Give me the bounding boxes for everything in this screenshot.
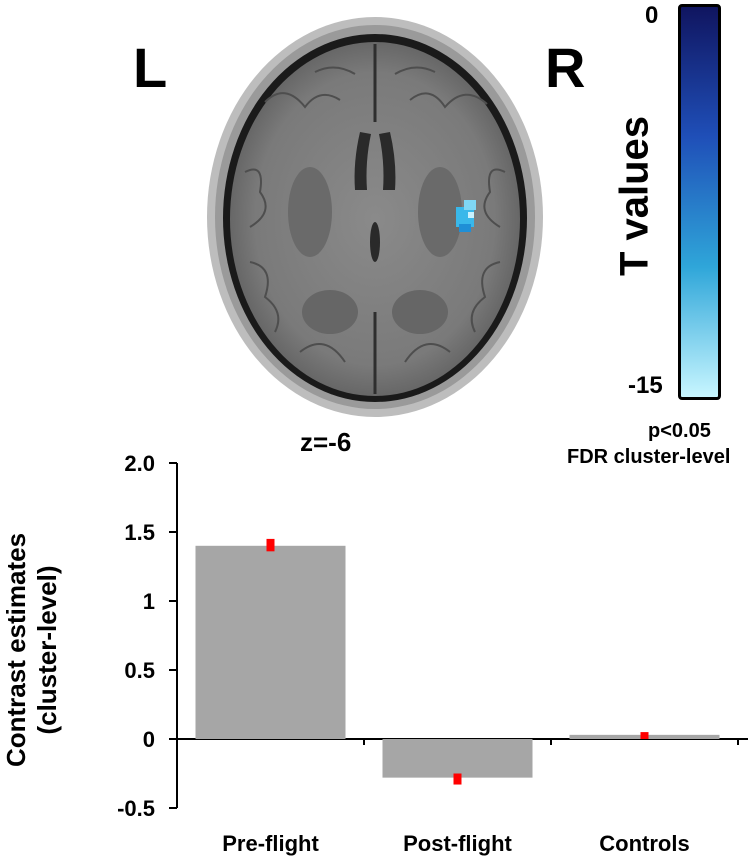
error-bar xyxy=(266,538,275,552)
brain-axial-slice xyxy=(205,12,545,427)
y-tick-label: 1.5 xyxy=(124,520,155,545)
category-label: Controls xyxy=(599,831,689,856)
right-hemisphere-label: R xyxy=(545,36,586,99)
slice-coordinate-label: z=-6 xyxy=(300,427,352,457)
colorbar xyxy=(678,4,721,400)
threshold-label-line2: FDR cluster-level xyxy=(567,446,731,468)
y-tick-label: 1 xyxy=(143,589,155,614)
threshold-label-line1: p<0.05 xyxy=(648,420,711,442)
left-hemisphere-label: L xyxy=(133,36,168,99)
category-label: Post-flight xyxy=(403,831,512,856)
colorbar-max-label: 0 xyxy=(645,2,659,29)
y-tick-label: 0.5 xyxy=(124,658,155,683)
activation-cluster xyxy=(456,200,476,232)
colorbar-min-label: -15 xyxy=(628,372,663,399)
colorbar-title: T values xyxy=(612,115,657,277)
bar-post-flight xyxy=(382,739,533,778)
y-tick-label: -0.5 xyxy=(117,796,155,821)
bar-pre-flight xyxy=(195,545,346,739)
error-bar xyxy=(453,773,462,785)
y-tick-label: 0 xyxy=(143,727,155,752)
bar-chart: -0.5 0 0.5 1 1.5 2.0 Pre-flight Post-flight Con… xyxy=(117,451,748,856)
category-label: Pre-flight xyxy=(222,831,319,856)
error-bar xyxy=(640,732,649,739)
y-tick-label: 2.0 xyxy=(124,451,155,476)
